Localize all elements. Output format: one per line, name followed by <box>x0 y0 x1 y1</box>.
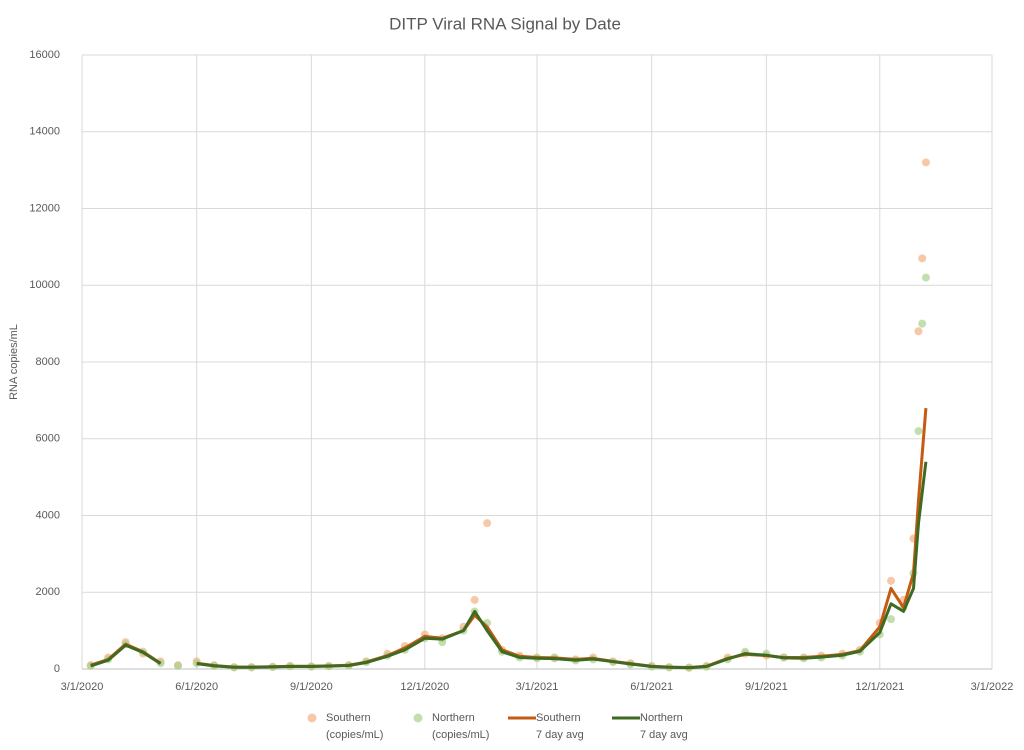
data-point <box>173 661 182 670</box>
x-tick-label: 6/1/2021 <box>630 681 673 693</box>
y-axis-label: RNA copies/mL <box>8 324 20 400</box>
legend-label: Northern 7 day avg <box>640 712 688 741</box>
data-point <box>470 595 479 604</box>
data-point <box>483 519 492 528</box>
x-tick-label: 12/1/2020 <box>400 681 449 693</box>
legend-label: Northern (copies/mL) <box>432 712 489 741</box>
data-point <box>918 254 927 263</box>
y-tick-label: 6000 <box>36 433 60 445</box>
data-point <box>914 427 923 436</box>
y-tick-label: 2000 <box>36 586 60 598</box>
data-point <box>887 615 896 624</box>
x-tick-label: 6/1/2020 <box>175 681 218 693</box>
y-tick-label: 14000 <box>29 126 60 138</box>
x-tick-label: 3/1/2021 <box>516 681 559 693</box>
y-tick-label: 12000 <box>29 202 60 214</box>
y-tick-label: 4000 <box>36 509 60 521</box>
legend-marker <box>307 713 317 723</box>
y-tick-label: 0 <box>54 663 60 675</box>
data-point <box>914 327 923 336</box>
x-tick-label: 3/1/2020 <box>61 681 104 693</box>
y-tick-label: 8000 <box>36 356 60 368</box>
chart-title: DITP Viral RNA Signal by Date <box>389 14 621 33</box>
x-tick-label: 12/1/2021 <box>855 681 904 693</box>
legend-label: Southern (copies/mL) <box>326 712 383 741</box>
x-tick-label: 9/1/2020 <box>290 681 333 693</box>
legend-marker <box>413 713 423 723</box>
x-tick-label: 3/1/2022 <box>971 681 1014 693</box>
data-point <box>921 158 930 167</box>
x-tick-label: 9/1/2021 <box>745 681 788 693</box>
avg-line <box>90 407 928 669</box>
y-tick-label: 16000 <box>29 49 60 61</box>
data-point <box>921 273 930 282</box>
legend-label: Southern 7 day avg <box>536 712 584 741</box>
avg-line <box>90 461 928 670</box>
data-point <box>887 576 896 585</box>
y-tick-label: 10000 <box>29 279 60 291</box>
data-point <box>918 319 927 328</box>
